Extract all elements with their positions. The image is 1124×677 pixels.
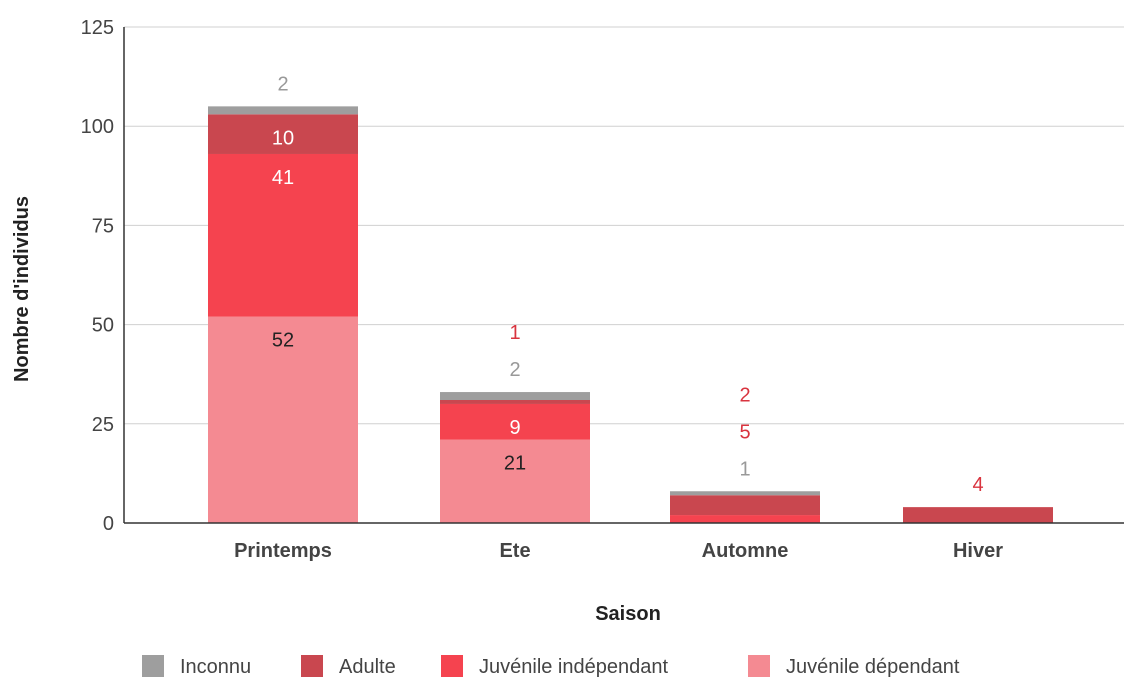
data-label: 2 xyxy=(739,384,750,406)
legend-item: Juvénile dépendant xyxy=(748,655,960,677)
legend-label: Adulte xyxy=(339,656,396,677)
data-label: 2 xyxy=(509,359,520,381)
bar-segment xyxy=(670,491,820,496)
legend: Inconnu Adulte Juvénile indépendant Juvénil… xyxy=(142,655,960,677)
bar-segment xyxy=(670,515,820,523)
legend-item: Juvénile indépendant xyxy=(441,655,668,677)
legend-swatch xyxy=(441,655,463,677)
data-label: 41 xyxy=(272,167,294,189)
bar-segment xyxy=(208,153,358,317)
data-label: 1 xyxy=(509,322,520,344)
y-tick-label: 25 xyxy=(92,414,114,436)
bars xyxy=(208,106,1053,523)
bar-segment xyxy=(208,106,358,115)
data-labels: 52 41 10 2 21 9 1 2 2 5 1 4 xyxy=(272,73,984,496)
bar-segment xyxy=(440,403,590,440)
legend-swatch xyxy=(142,655,164,677)
y-axis-title: Nombre d'individus xyxy=(11,196,33,382)
y-tick-label: 0 xyxy=(103,513,114,535)
bar-segment xyxy=(440,439,590,523)
legend-swatch xyxy=(301,655,323,677)
data-label: 21 xyxy=(504,453,526,475)
y-tick-label: 50 xyxy=(92,315,114,337)
legend-label: Inconnu xyxy=(180,656,251,677)
data-label: 1 xyxy=(739,458,750,480)
x-tick-label: Automne xyxy=(702,540,789,562)
legend-item: Adulte xyxy=(301,655,396,677)
data-label: 2 xyxy=(277,73,288,95)
x-axis-title: Saison xyxy=(595,603,661,625)
x-tick-label: Hiver xyxy=(953,540,1003,562)
legend-swatch xyxy=(748,655,770,677)
data-label: 5 xyxy=(739,421,750,443)
bar-segment xyxy=(440,399,590,404)
data-label: 4 xyxy=(972,474,983,496)
bar-segment xyxy=(208,114,358,154)
bar-segment xyxy=(440,392,590,400)
y-tick-label: 125 xyxy=(81,17,114,39)
bar-segment xyxy=(670,495,820,516)
y-tick-label: 75 xyxy=(92,215,114,237)
y-tick-label: 100 xyxy=(81,116,114,138)
data-label: 52 xyxy=(272,330,294,352)
data-label: 9 xyxy=(509,417,520,439)
bar-segment xyxy=(903,507,1053,523)
data-label: 10 xyxy=(272,127,294,149)
legend-label: Juvénile dépendant xyxy=(786,656,960,677)
x-tick-label: Printemps xyxy=(234,540,332,562)
x-tick-label: Ete xyxy=(499,540,530,562)
bar-segment xyxy=(208,316,358,523)
legend-item: Inconnu xyxy=(142,655,251,677)
legend-label: Juvénile indépendant xyxy=(479,656,668,677)
